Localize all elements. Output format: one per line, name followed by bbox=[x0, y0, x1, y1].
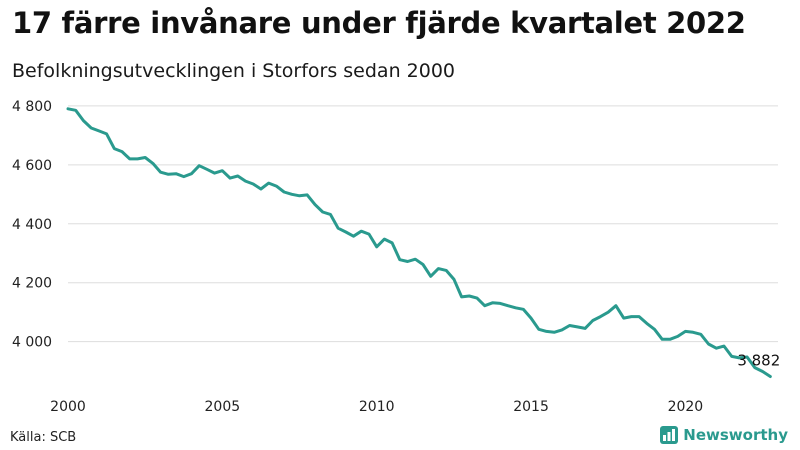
newsworthy-logo-icon bbox=[660, 426, 679, 444]
series-line bbox=[66, 107, 772, 378]
brand-logo: Newsworthy bbox=[660, 426, 788, 444]
grid-layer bbox=[68, 105, 778, 343]
y-tick-label: 4 000 bbox=[12, 335, 52, 351]
y-tick-label: 4 400 bbox=[12, 217, 52, 233]
chart-title: 17 färre invånare under fjärde kvartalet… bbox=[12, 6, 746, 40]
x-axis-ticks: 2000 2005 2010 2015 2020 bbox=[50, 399, 703, 415]
x-tick-label: 2005 bbox=[205, 399, 241, 415]
brand-name: Newsworthy bbox=[683, 426, 788, 444]
end-label-layer: 3 882 bbox=[737, 351, 780, 369]
x-tick-label: 2015 bbox=[513, 399, 549, 415]
series-layer bbox=[66, 107, 772, 378]
x-tick-label: 2020 bbox=[668, 399, 704, 415]
end-value-label: 3 882 bbox=[737, 351, 780, 369]
y-tick-label: 4 600 bbox=[12, 158, 52, 174]
y-tick-label: 4 200 bbox=[12, 276, 52, 292]
y-tick-label: 4 800 bbox=[12, 99, 52, 115]
chart-subtitle: Befolkningsutvecklingen i Storfors sedan… bbox=[12, 60, 456, 82]
y-axis-ticks: 4 000 4 200 4 400 4 600 4 800 bbox=[12, 99, 52, 351]
source-note: Källa: SCB bbox=[10, 430, 77, 445]
x-tick-label: 2010 bbox=[359, 399, 395, 415]
x-tick-label: 2000 bbox=[50, 399, 86, 415]
